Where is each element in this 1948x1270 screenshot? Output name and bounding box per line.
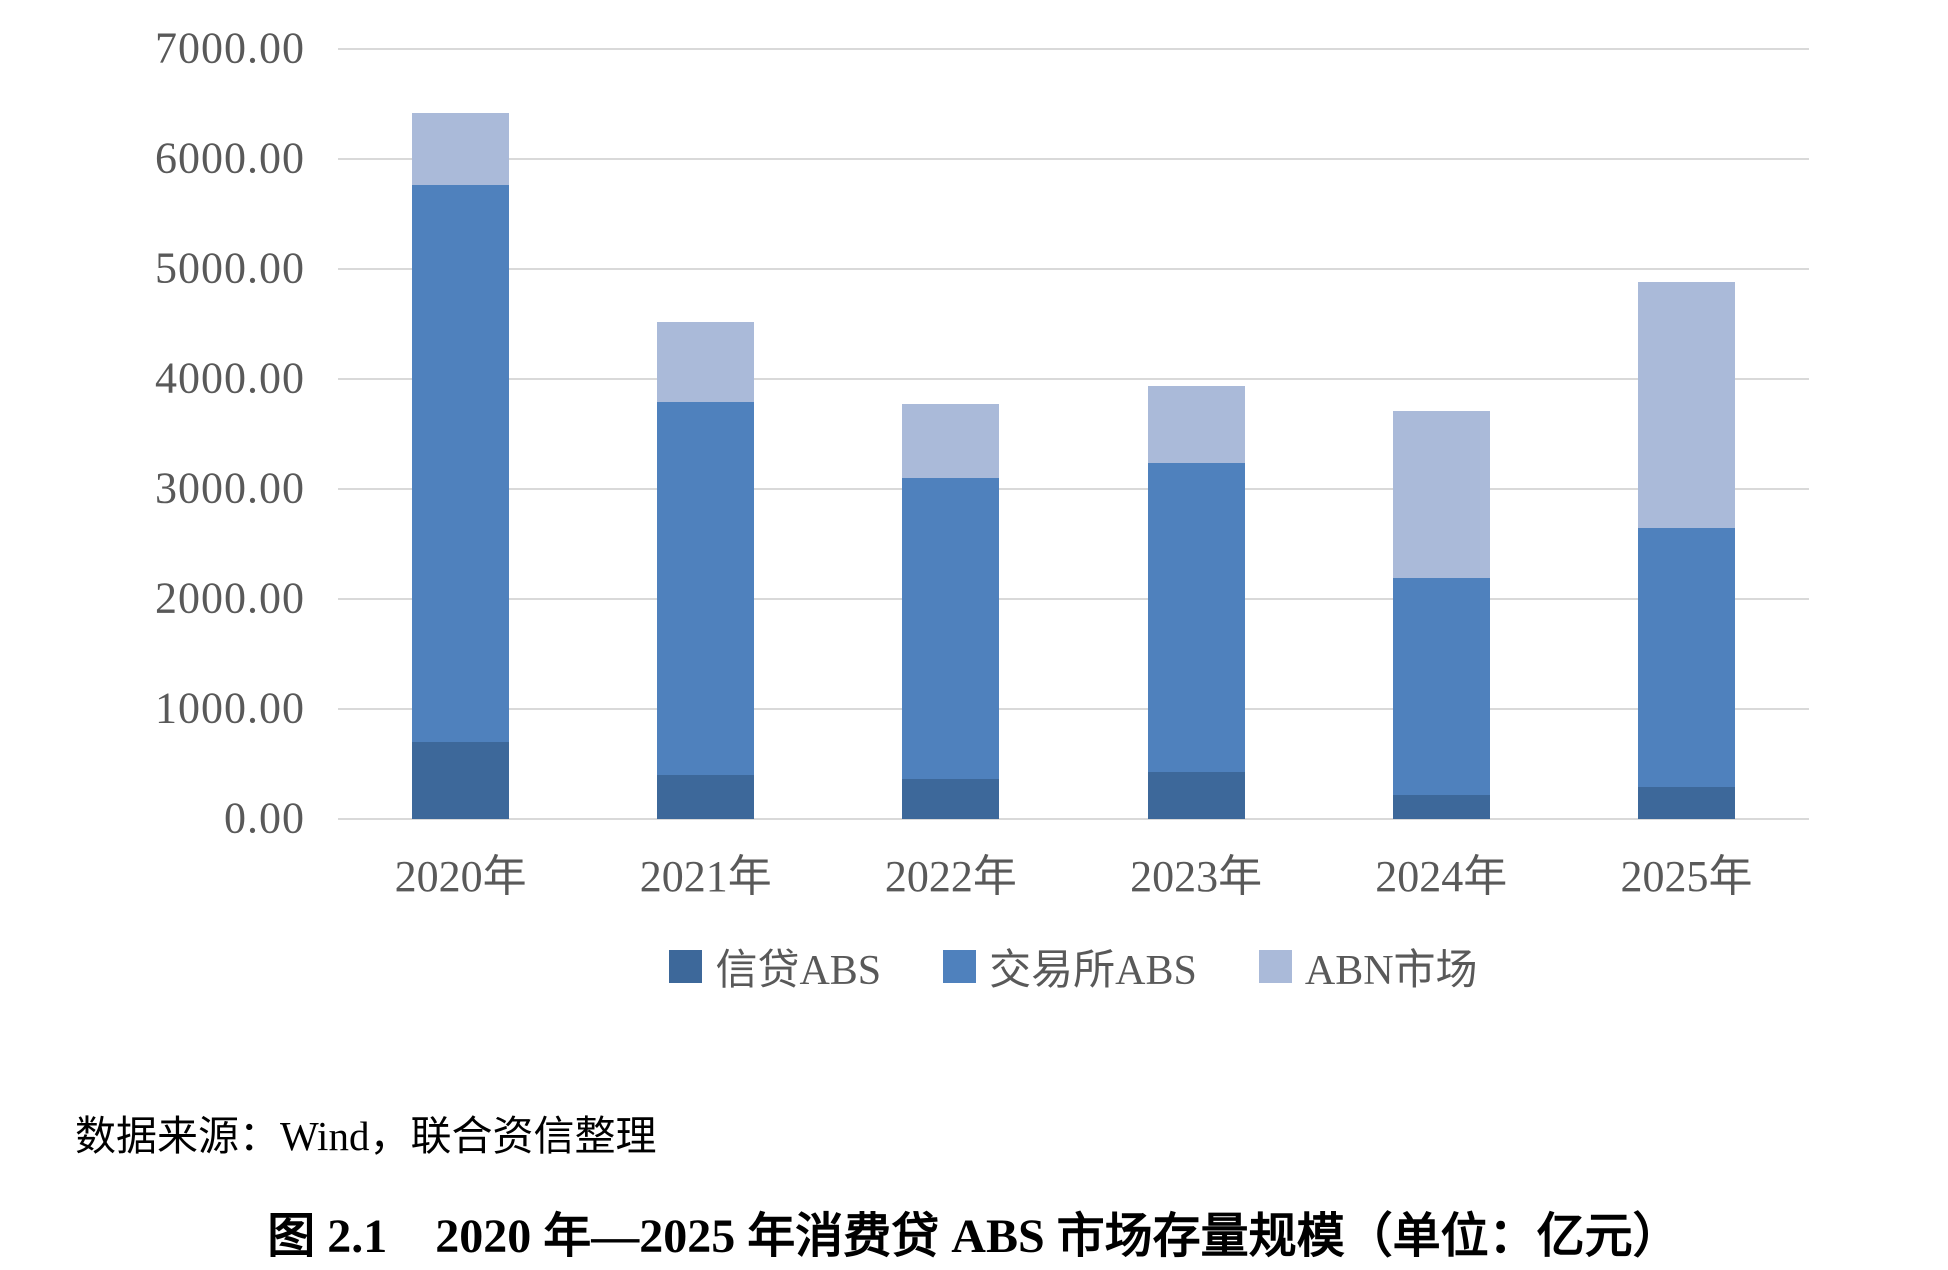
bar-segment-信贷ABS: [412, 742, 510, 819]
y-tick-label: 4000.00: [155, 353, 305, 403]
y-tick-label: 5000.00: [155, 243, 305, 293]
y-tick-label: 3000.00: [155, 463, 305, 513]
gridline: [338, 818, 1809, 820]
legend-label: ABN市场: [1304, 947, 1478, 994]
bar-segment-交易所ABS: [1392, 578, 1490, 795]
gridline: [338, 488, 1809, 490]
bar-segment-ABN市场: [902, 404, 1000, 479]
legend-label: 信贷ABS: [715, 947, 882, 994]
bar-segment-ABN市场: [1392, 410, 1490, 579]
bar-segment-ABN市场: [657, 321, 755, 403]
legend-item-ABN市场: ABN市场: [1258, 936, 1478, 997]
bar-2021年: [657, 321, 755, 819]
bar-segment-ABN市场: [1637, 282, 1735, 528]
legend-item-交易所ABS: 交易所ABS: [943, 936, 1197, 997]
gridline: [338, 378, 1809, 380]
legend-label: 交易所ABS: [989, 947, 1197, 994]
bar-segment-信贷ABS: [1637, 787, 1735, 819]
bar-segment-信贷ABS: [1147, 771, 1245, 819]
bar-segment-ABN市场: [1147, 385, 1245, 463]
bar-2024年: [1392, 410, 1490, 819]
bar-segment-ABN市场: [412, 112, 510, 186]
bar-2020年: [412, 112, 510, 819]
gridline: [338, 598, 1809, 600]
plot-area: [338, 48, 1809, 820]
x-tick-label: 2023年: [1130, 852, 1263, 901]
bar-2022年: [902, 404, 1000, 819]
bar-segment-交易所ABS: [1147, 462, 1245, 772]
x-tick-label: 2025年: [1620, 852, 1753, 901]
legend-swatch-icon: [669, 949, 703, 983]
y-axis-labels: 0.00 1000.00 2000.00 3000.00 4000.00 5000.00 6…: [0, 0, 305, 900]
bar-segment-信贷ABS: [1392, 794, 1490, 819]
bar-segment-信贷ABS: [902, 779, 1000, 819]
x-tick-label: 2021年: [639, 852, 772, 901]
bar-segment-交易所ABS: [1637, 527, 1735, 788]
gridline: [338, 268, 1809, 270]
y-tick-label: 7000.00: [155, 23, 305, 73]
bar-2025年: [1637, 282, 1735, 819]
gridline: [338, 158, 1809, 160]
bar-segment-信贷ABS: [657, 775, 755, 819]
bar-2023年: [1147, 385, 1245, 819]
bar-segment-交易所ABS: [902, 478, 1000, 780]
x-axis-labels: 2020年 2021年 2022年 2023年 2024年 2025年: [338, 848, 1809, 908]
chart-legend: 信贷ABS 交易所ABS ABN市场: [338, 936, 1809, 996]
x-tick-label: 2024年: [1375, 852, 1508, 901]
gridline: [338, 48, 1809, 50]
legend-swatch-icon: [1258, 949, 1292, 983]
legend-item-信贷ABS: 信贷ABS: [669, 936, 881, 997]
y-tick-label: 0.00: [224, 793, 305, 843]
y-tick-label: 2000.00: [155, 573, 305, 623]
x-tick-label: 2020年: [394, 852, 527, 901]
legend-swatch-icon: [943, 949, 977, 983]
data-source-note: 数据来源：Wind，联合资信整理: [75, 1113, 657, 1159]
y-tick-label: 1000.00: [155, 683, 305, 733]
bar-segment-交易所ABS: [412, 185, 510, 742]
bar-segment-交易所ABS: [657, 402, 755, 775]
y-tick-label: 6000.00: [155, 133, 305, 183]
gridline: [338, 708, 1809, 710]
figure-caption: 图 2.1 2020 年—2025 年消费贷 ABS 市场存量规模（单位：亿元）: [267, 1210, 1681, 1263]
x-tick-label: 2022年: [884, 852, 1017, 901]
